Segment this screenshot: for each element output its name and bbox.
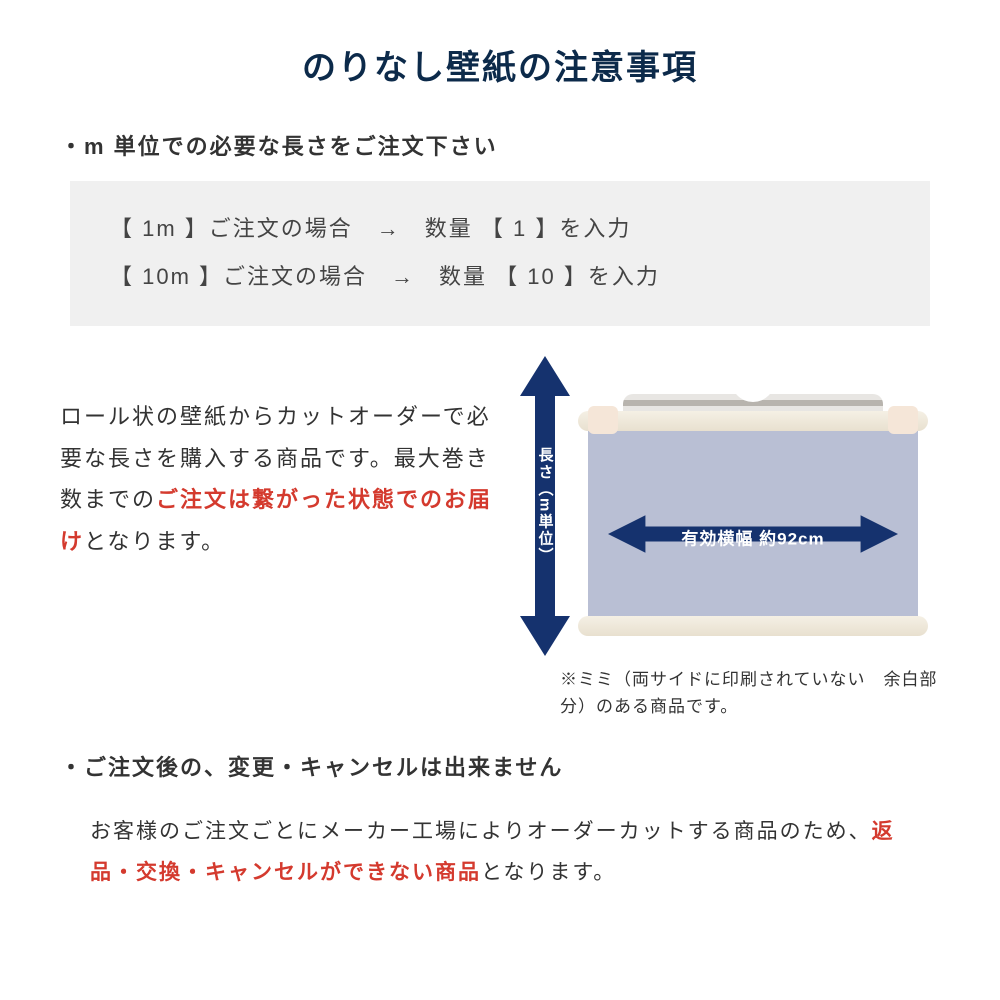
hand-left bbox=[588, 406, 618, 434]
order-example-box: 【 1m 】ご注文の場合 → 数量 【 1 】を入力 【 10m 】ご注文の場合… bbox=[70, 181, 930, 326]
horizontal-arrow-label: 有効横幅 約92cm bbox=[681, 524, 824, 549]
section1-heading: ・m 単位での必要な長さをご注文下さい bbox=[60, 129, 940, 161]
cancellation-policy-text: お客様のご注文ごとにメーカー工場によりオーダーカットする商品のため、返品・交換・… bbox=[60, 802, 940, 894]
cut-order-description: ロール状の壁紙からカットオーダーで必要な長さを購入する商品です。最大巻き数までの… bbox=[60, 356, 500, 563]
wallpaper-roll-illustration: 有効横幅 約92cm bbox=[578, 356, 928, 656]
example-line-1: 【 1m 】ご注文の場合 → 数量 【 1 】を入力 bbox=[110, 205, 890, 253]
page-title: のりなし壁紙の注意事項 bbox=[60, 40, 940, 89]
wallpaper-diagram: 長さ（m単位） 有効横幅 約92cm bbox=[520, 356, 940, 656]
vertical-arrow-label: 長さ（m単位） bbox=[535, 447, 556, 564]
roll-top bbox=[578, 411, 928, 431]
width-arrow-horizontal: 有効横幅 約92cm bbox=[608, 514, 898, 559]
length-arrow-vertical: 長さ（m単位） bbox=[520, 356, 570, 656]
example-line-2: 【 10m 】ご注文の場合 → 数量 【 10 】を入力 bbox=[110, 253, 890, 301]
mimi-footnote: ※ミミ（両サイドに印刷されていない 余白部分）のある商品です。 bbox=[560, 666, 940, 720]
description-row: ロール状の壁紙からカットオーダーで必要な長さを購入する商品です。最大巻き数までの… bbox=[60, 356, 940, 656]
wallpaper-sheet: 有効横幅 約92cm bbox=[588, 424, 918, 623]
section2-heading: ・ご注文後の、変更・キャンセルは出来ません bbox=[60, 750, 940, 782]
policy-part1: お客様のご注文ごとにメーカー工場によりオーダーカットする商品のため、 bbox=[90, 820, 872, 843]
policy-part2: となります。 bbox=[481, 861, 616, 884]
desc-part2: となります。 bbox=[84, 529, 225, 554]
roll-bottom bbox=[578, 616, 928, 636]
hand-right bbox=[888, 406, 918, 434]
